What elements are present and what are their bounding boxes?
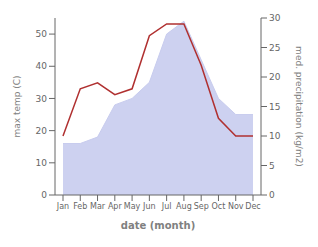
svg-text:date (month): date (month) [121,220,195,231]
svg-text:May: May [124,202,141,211]
svg-text:Nov: Nov [228,202,244,211]
svg-text:30: 30 [269,13,281,23]
svg-text:med. precipitation (kg/m2): med. precipitation (kg/m2) [294,46,304,167]
svg-text:10: 10 [36,158,48,168]
svg-text:0: 0 [269,190,275,200]
svg-text:5: 5 [269,161,275,171]
svg-text:50: 50 [36,29,48,39]
svg-text:Aug: Aug [176,202,192,211]
svg-text:30: 30 [36,94,48,104]
svg-text:0: 0 [41,190,47,200]
svg-text:Mar: Mar [90,202,106,211]
svg-text:Sep: Sep [194,202,209,211]
svg-text:20: 20 [36,126,48,136]
svg-text:Jan: Jan [56,202,69,211]
svg-text:25: 25 [269,43,280,53]
svg-text:10: 10 [269,131,281,141]
svg-text:Dec: Dec [245,202,260,211]
svg-text:Jul: Jul [161,202,172,211]
svg-text:Feb: Feb [73,202,87,211]
svg-text:Oct: Oct [212,202,226,211]
svg-text:40: 40 [36,61,48,71]
svg-text:Jun: Jun [142,202,156,211]
svg-text:Apr: Apr [108,202,123,211]
svg-text:max temp (C): max temp (C) [12,75,22,137]
svg-text:20: 20 [269,72,281,82]
svg-text:15: 15 [269,102,280,112]
